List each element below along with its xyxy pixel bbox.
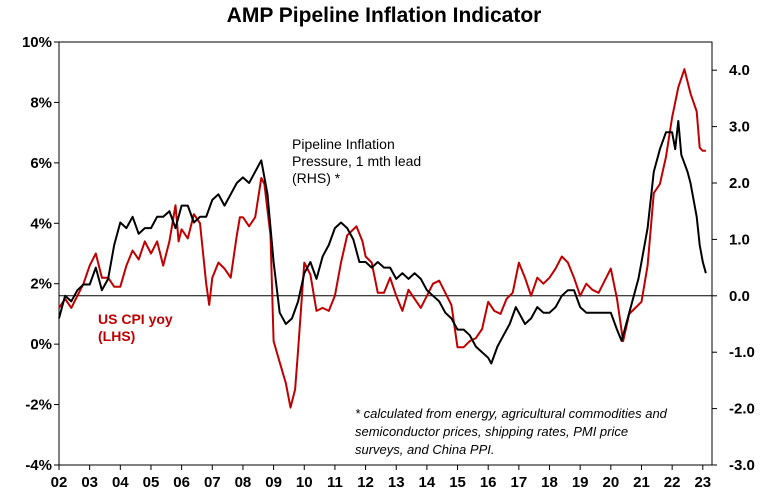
x-tick-label: 10 [296, 474, 313, 491]
plot-area [58, 41, 713, 466]
x-tick-label: 17 [511, 474, 528, 491]
left-tick-label: 0% [30, 336, 52, 353]
x-tick-label: 05 [143, 474, 160, 491]
x-tick-label: 02 [51, 474, 68, 491]
left-tick-label: 10% [22, 34, 52, 51]
x-tick-label: 13 [388, 474, 405, 491]
x-tick-label: 19 [572, 474, 589, 491]
right-axis-ticks: -3.0 -2.0 -1.0 0.0 1.0 2.0 3.0 4.0 [712, 62, 755, 474]
right-tick-label: 1.0 [729, 231, 750, 248]
footnote-line-2: semiconductor prices, shipping rates, PM… [355, 424, 628, 439]
right-tick-label: 2.0 [729, 175, 750, 192]
rhs-series-label-line-2: Pressure, 1 mth lead [292, 153, 421, 169]
x-tick-label: 06 [173, 474, 190, 491]
x-axis-ticks: 02 03 04 05 06 07 08 09 10 11 12 13 14 15 16 17 18 19 20 21… [51, 465, 711, 491]
footnote-line-3: surveys, and China PPI. [355, 442, 494, 457]
series-us-cpi-line [58, 68, 706, 409]
x-tick-label: 15 [449, 474, 466, 491]
x-tick-label: 04 [112, 474, 129, 491]
x-tick-label: 11 [327, 474, 343, 491]
x-tick-label: 09 [265, 474, 282, 491]
rhs-series-label-line-3: (RHS) * [292, 170, 341, 186]
x-tick-label: 12 [357, 474, 374, 491]
x-tick-label: 16 [480, 474, 497, 491]
left-tick-label: 8% [30, 94, 52, 111]
right-tick-label: -3.0 [729, 457, 755, 474]
x-tick-label: 08 [235, 474, 252, 491]
x-tick-label: 21 [633, 474, 650, 491]
left-tick-label: 6% [30, 155, 52, 172]
x-tick-label: 23 [694, 474, 711, 491]
right-tick-label: -2.0 [729, 401, 755, 418]
rhs-series-label-line-1: Pipeline Inflation [292, 136, 395, 152]
left-tick-label: 2% [30, 276, 52, 293]
x-tick-label: 22 [664, 474, 681, 491]
x-tick-label: 14 [419, 474, 436, 491]
lhs-series-label-line-2: (LHS) [98, 328, 135, 344]
left-tick-label: 4% [30, 215, 52, 232]
chart-title: AMP Pipeline Inflation Indicator [227, 4, 542, 27]
right-tick-label: 3.0 [729, 119, 750, 136]
left-tick-label: -4% [25, 457, 52, 474]
lhs-series-label-line-1: US CPI yoy [98, 311, 173, 327]
right-tick-label: 4.0 [729, 62, 750, 79]
left-tick-label: -2% [25, 397, 52, 414]
x-tick-label: 18 [541, 474, 558, 491]
footnote-line-1: * calculated from energy, agricultural c… [355, 406, 668, 421]
x-tick-label: 20 [602, 474, 619, 491]
right-tick-label: 0.0 [729, 288, 750, 305]
x-tick-label: 03 [81, 474, 98, 491]
right-tick-label: -1.0 [729, 344, 755, 361]
series-pipeline-line [58, 120, 707, 365]
x-tick-label: 07 [204, 474, 221, 491]
left-axis-ticks: -4% -2% 0% 2% 4% 6% 8% 10% [22, 34, 59, 474]
